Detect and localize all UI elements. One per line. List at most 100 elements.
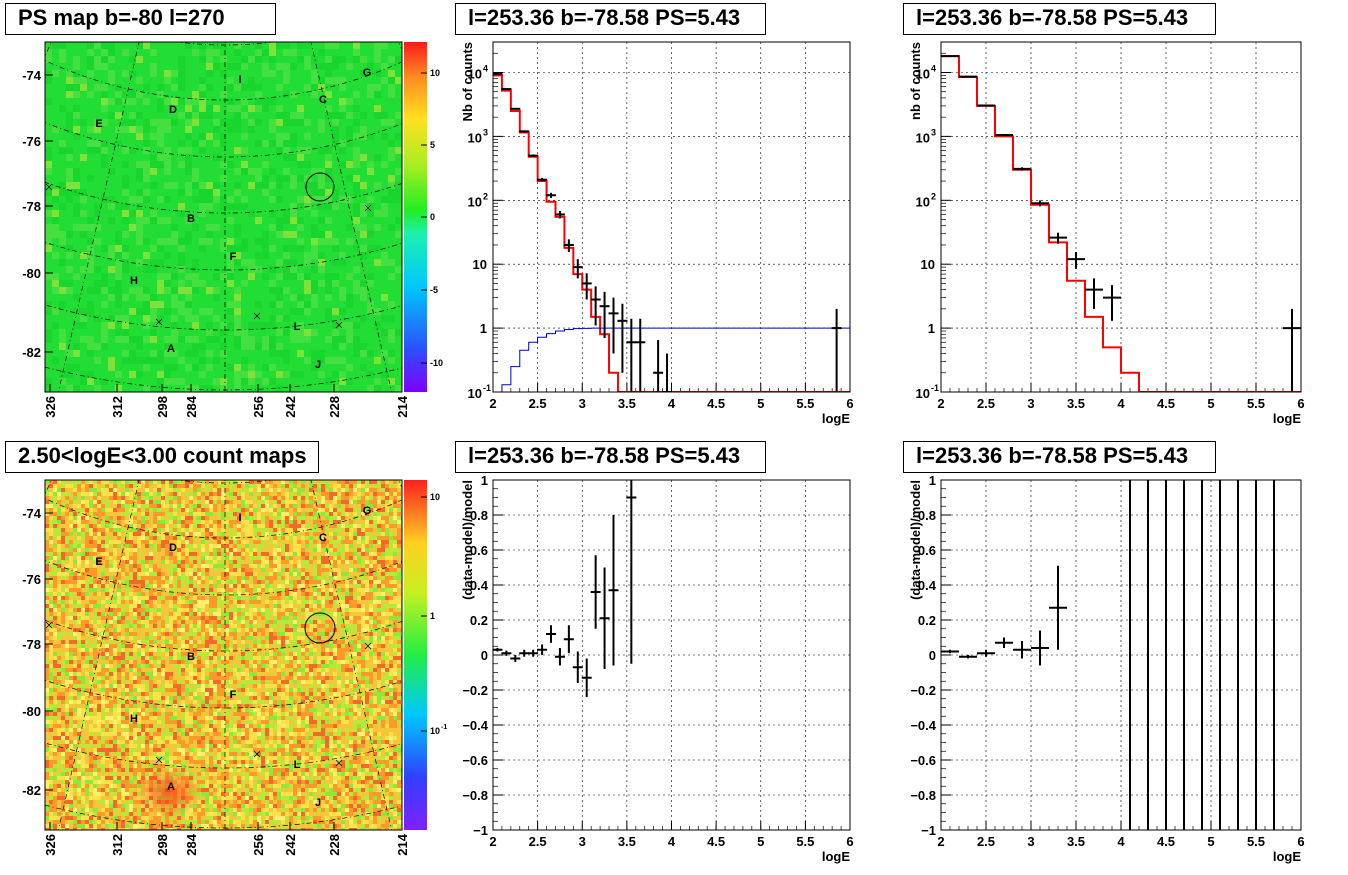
map-pixel [261, 520, 265, 524]
map-pixel [360, 350, 367, 357]
map-pixel [205, 576, 209, 580]
map-pixel [313, 600, 317, 604]
map-pixel [262, 182, 269, 189]
map-pixel [73, 532, 77, 536]
map-pixel [389, 560, 393, 564]
map-pixel [234, 119, 241, 126]
map-pixel [389, 572, 393, 576]
map-pixel [101, 524, 105, 528]
map-pixel [73, 492, 77, 496]
map-pixel [277, 640, 281, 644]
map-pixel [209, 608, 213, 612]
map-pixel [325, 584, 329, 588]
map-pixel [115, 385, 122, 392]
map-pixel [93, 644, 97, 648]
map-pixel [199, 210, 206, 217]
map-pixel [171, 378, 178, 385]
map-pixel [129, 552, 133, 556]
map-pixel [169, 568, 173, 572]
map-pixel [393, 624, 397, 628]
map-pixel [113, 628, 117, 632]
map-pixel [248, 105, 255, 112]
map-pixel [313, 560, 317, 564]
map-pixel [115, 91, 122, 98]
map-pixel [257, 616, 261, 620]
map-pixel [205, 532, 209, 536]
map-pixel [189, 620, 193, 624]
map-pixel [381, 488, 385, 492]
map-pixel [388, 56, 395, 63]
map-pixel [177, 564, 181, 568]
map-pixel [385, 500, 389, 504]
map-pixel [52, 357, 59, 364]
map-pixel [349, 588, 353, 592]
map-pixel [65, 640, 69, 644]
map-pixel [209, 612, 213, 616]
map-pixel [241, 532, 245, 536]
map-pixel [374, 378, 381, 385]
map-pixel [49, 524, 53, 528]
map-pixel [169, 540, 173, 544]
map-pixel [137, 632, 141, 636]
map-pixel [101, 520, 105, 524]
map-pixel [293, 640, 297, 644]
map-pixel [309, 508, 313, 512]
map-pixel [227, 308, 234, 315]
map-pixel [361, 508, 365, 512]
map-pixel [117, 624, 121, 628]
map-pixel [125, 604, 129, 608]
map-pixel [69, 568, 73, 572]
map-pixel [93, 508, 97, 512]
map-pixel [81, 548, 85, 552]
map-pixel [129, 536, 133, 540]
map-pixel [313, 572, 317, 576]
map-pixel [220, 70, 227, 77]
map-pixel [181, 620, 185, 624]
map-pixel [393, 628, 397, 632]
map-pixel [177, 556, 181, 560]
map-pixel [181, 484, 185, 488]
map-pixel [149, 520, 153, 524]
map-pixel [321, 528, 325, 532]
map-pixel [311, 84, 318, 91]
map-pixel [346, 63, 353, 70]
map-pixel [321, 536, 325, 540]
map-pixel [49, 576, 53, 580]
map-pixel [245, 580, 249, 584]
map-pixel [313, 568, 317, 572]
map-pixel [161, 556, 165, 560]
map-pixel [220, 245, 227, 252]
map-pixel [304, 175, 311, 182]
map-pixel [165, 480, 169, 484]
map-pixel [59, 182, 66, 189]
map-pixel [137, 636, 141, 640]
map-pixel [65, 620, 69, 624]
map-pixel [262, 378, 269, 385]
map-pixel [245, 556, 249, 560]
map-pixel [262, 238, 269, 245]
map-pixel [325, 42, 332, 49]
map-pixel [253, 480, 257, 484]
map-pixel [141, 488, 145, 492]
map-pixel [109, 564, 113, 568]
map-pixel [241, 568, 245, 572]
map-pixel [377, 612, 381, 616]
map-pixel [193, 588, 197, 592]
map-pixel [105, 536, 109, 540]
map-pixel [317, 516, 321, 520]
map-pixel [241, 488, 245, 492]
map-pixel [136, 56, 143, 63]
map-pixel [209, 552, 213, 556]
map-pixel [313, 536, 317, 540]
map-pixel [149, 588, 153, 592]
map-pixel [345, 600, 349, 604]
map-pixel [61, 488, 65, 492]
map-pixel [353, 552, 357, 556]
x-tick-label: 326 [43, 396, 58, 418]
map-pixel [318, 196, 325, 203]
map-pixel [117, 532, 121, 536]
map-pixel [397, 568, 401, 572]
map-pixel [237, 532, 241, 536]
map-pixel [161, 592, 165, 596]
map-pixel [345, 500, 349, 504]
